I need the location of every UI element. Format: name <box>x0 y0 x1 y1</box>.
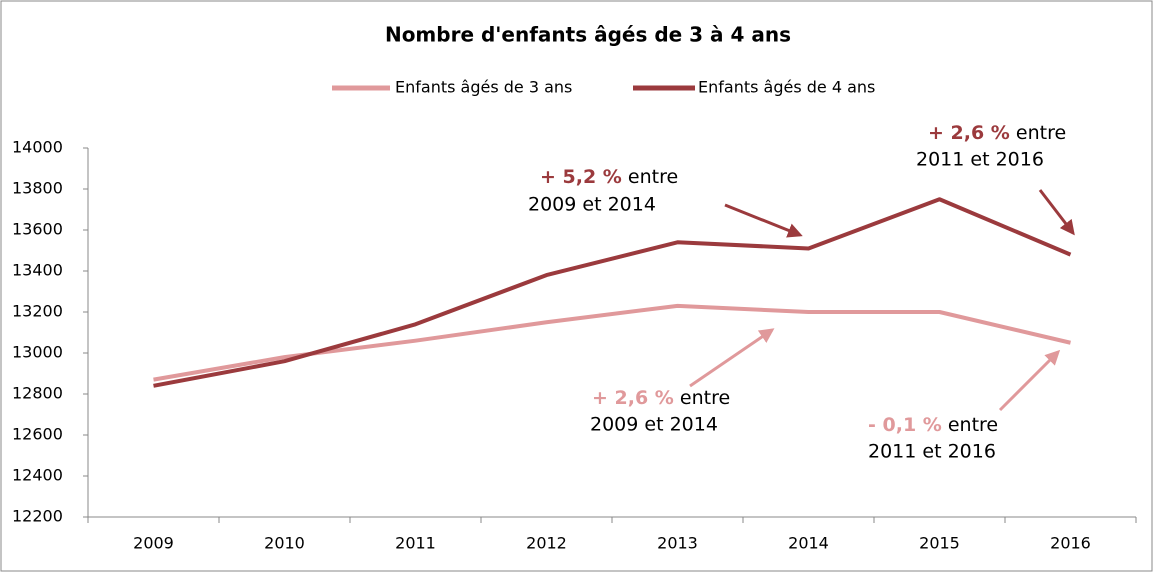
x-tick-label: 2011 <box>395 534 436 553</box>
annotation-line2: 2009 et 2014 <box>528 194 656 216</box>
annotation-arrow <box>998 349 1061 412</box>
x-tick-label: 2012 <box>526 534 567 553</box>
y-tick-label: 13600 <box>12 220 63 239</box>
x-tick-label: 2010 <box>264 534 305 553</box>
annotation-line1: + 2,6 % entre <box>928 122 1066 144</box>
y-tick-label: 14000 <box>12 138 63 157</box>
annotation-line1: - 0,1 % entre <box>868 414 998 436</box>
annotation-arrow <box>1038 189 1075 236</box>
annotation-text: entre <box>1010 122 1066 144</box>
annotation-line1: + 5,2 % entre <box>540 166 678 188</box>
annotation-highlight: - 0,1 % <box>868 414 942 436</box>
annotation-highlight: + 2,6 % <box>928 122 1010 144</box>
y-tick-label: 13800 <box>12 179 63 198</box>
series-line <box>153 197 1072 388</box>
x-tick-label: 2014 <box>788 534 829 553</box>
y-tick-label: 13000 <box>12 343 63 362</box>
legend-label: Enfants âgés de 4 ans <box>698 78 875 97</box>
y-tick-label: 12600 <box>12 425 63 444</box>
y-tick-label: 12800 <box>12 384 63 403</box>
x-tick-label: 2013 <box>657 534 698 553</box>
annotation-arrow <box>689 328 775 388</box>
annotation-text: entre <box>674 387 730 409</box>
x-tick-label: 2009 <box>133 534 174 553</box>
legend-label: Enfants âgés de 3 ans <box>395 78 572 97</box>
annotation-arrow <box>724 203 803 238</box>
x-tick-label: 2016 <box>1050 534 1091 553</box>
annotation-line2: 2009 et 2014 <box>590 414 718 436</box>
y-tick-label: 13200 <box>12 302 63 321</box>
annotation-line2: 2011 et 2016 <box>868 441 996 463</box>
annotation-line1: + 2,6 % entre <box>592 387 730 409</box>
y-tick-label: 12400 <box>12 466 63 485</box>
x-tick-label: 2015 <box>919 534 960 553</box>
annotation-text: entre <box>622 166 678 188</box>
y-tick-label: 13400 <box>12 261 63 280</box>
annotation-highlight: + 2,6 % <box>592 387 674 409</box>
annotation-text: entre <box>942 414 998 436</box>
annotation-line2: 2011 et 2016 <box>916 149 1044 171</box>
annotation-highlight: + 5,2 % <box>540 166 622 188</box>
chart-title: Nombre d'enfants âgés de 3 à 4 ans <box>385 23 791 47</box>
y-tick-label: 12200 <box>12 507 63 526</box>
